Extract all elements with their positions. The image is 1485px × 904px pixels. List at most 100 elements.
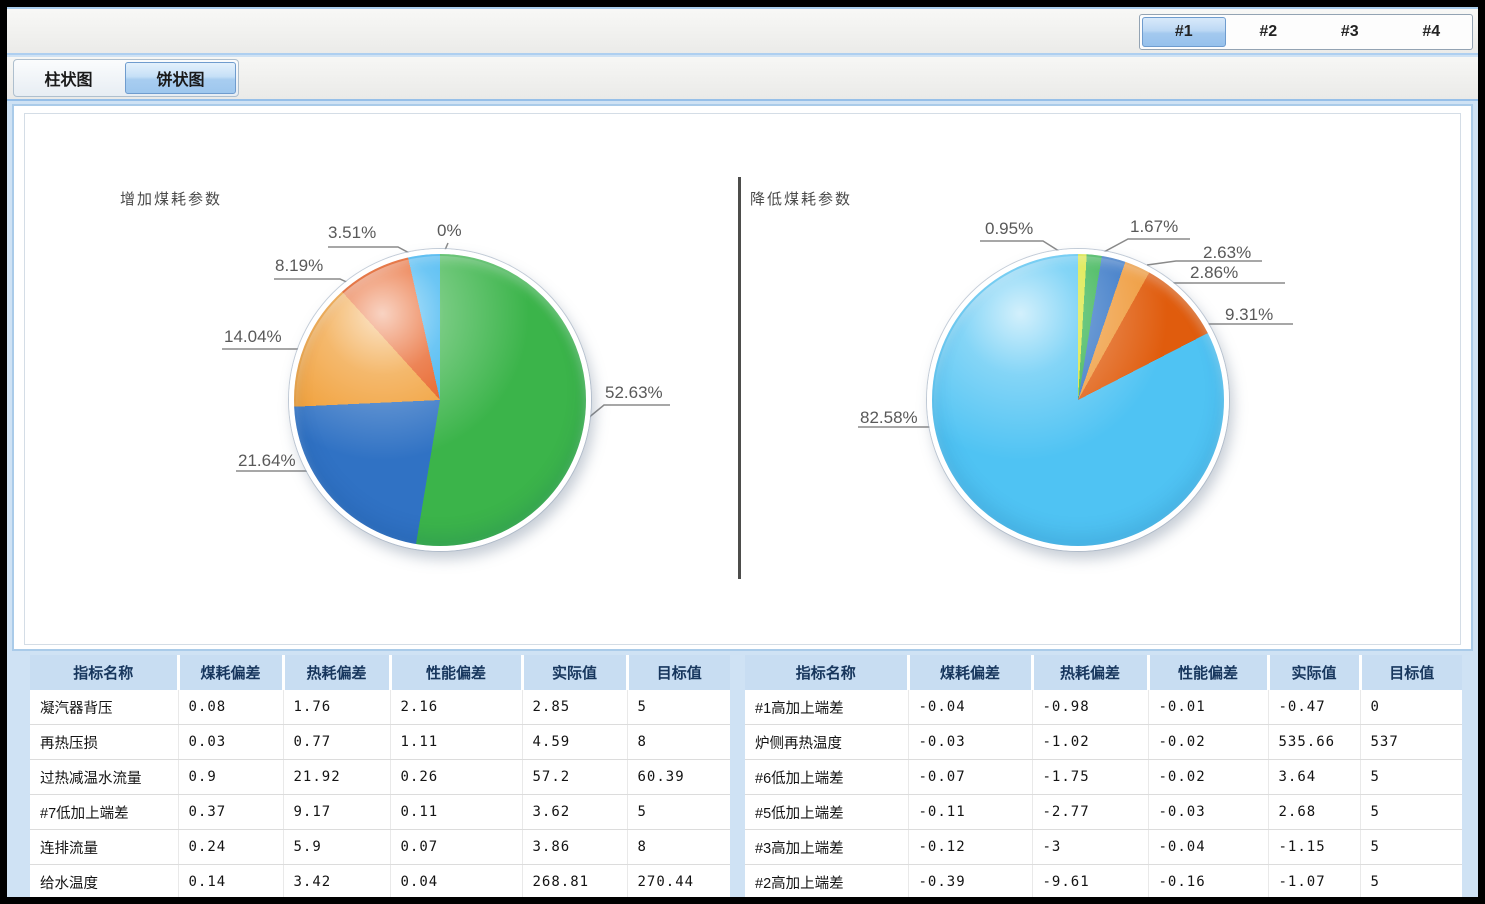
value-cell: 0.26 xyxy=(390,759,523,795)
value-cell: 0.9 xyxy=(178,759,284,795)
pie-slice-label: 8.19% xyxy=(275,256,324,275)
value-cell: -0.11 xyxy=(908,794,1033,830)
value-cell: -0.04 xyxy=(908,690,1033,725)
value-cell: -1.02 xyxy=(1032,724,1149,760)
value-cell: -2.77 xyxy=(1032,794,1149,830)
chart-divider xyxy=(738,177,741,579)
column-header: 目标值 xyxy=(627,655,730,690)
indicator-name-cell: 凝汽器背压 xyxy=(30,690,179,725)
table-row: 连排流量 0.24 5.9 0.07 3.86 8 xyxy=(30,829,730,865)
pie-slice-label: 14.04% xyxy=(224,327,282,346)
tab-unit-4[interactable]: #4 xyxy=(1422,23,1441,40)
value-cell: 0.08 xyxy=(178,690,284,725)
tab-unit-2[interactable]: #2 xyxy=(1259,23,1278,40)
view-tab-group: 柱状图 饼状图 xyxy=(13,59,239,97)
value-cell: 0.37 xyxy=(178,794,284,830)
top-bar: #1 #2 #3 #4 xyxy=(7,7,1478,55)
value-cell: -1.07 xyxy=(1268,864,1361,900)
value-cell: 57.2 xyxy=(522,759,628,795)
value-cell: -0.02 xyxy=(1148,724,1269,760)
table-header-row: 指标名称 煤耗偏差 热耗偏差 性能偏差 实际值 目标值 xyxy=(30,655,730,690)
value-cell: 2.85 xyxy=(522,690,628,725)
pie-slice-label: 9.31% xyxy=(1225,305,1274,324)
value-cell: 5 xyxy=(627,690,730,725)
chart-title-decrease: 降低煤耗参数 xyxy=(750,191,853,208)
value-cell: 3.62 xyxy=(522,794,628,830)
value-cell: 0.11 xyxy=(390,794,523,830)
value-cell: 8 xyxy=(627,724,730,760)
value-cell: 3.86 xyxy=(522,829,628,865)
table-increase-coal: 指标名称 煤耗偏差 热耗偏差 性能偏差 实际值 目标值 凝汽器背压 0.08 1.76 2.16… xyxy=(30,655,730,900)
column-header: 指标名称 xyxy=(30,655,180,690)
value-cell: -0.01 xyxy=(1148,690,1269,725)
tab-unit-3[interactable]: #3 xyxy=(1340,23,1359,40)
pie-slice-label: 0.95% xyxy=(985,219,1034,238)
column-header: 实际值 xyxy=(522,655,629,690)
indicator-name-cell: #3高加上端差 xyxy=(745,829,909,865)
table-row: 过热减温水流量 0.9 21.92 0.26 57.2 60.39 xyxy=(30,759,730,795)
table-decrease-coal: 指标名称 煤耗偏差 热耗偏差 性能偏差 实际值 目标值 #1高加上端差 -0.04 -0.98… xyxy=(745,655,1462,900)
tab-pie-chart[interactable]: 饼状图 xyxy=(125,62,236,94)
pie-slice-label: 3.51% xyxy=(328,223,377,242)
value-cell: -0.04 xyxy=(1148,829,1269,865)
value-cell: 268.81 xyxy=(522,864,628,900)
unit-tab-group: #1 #2 #3 #4 xyxy=(1139,14,1473,50)
pie-slice-label: 52.63% xyxy=(605,383,663,402)
tab-unit-1[interactable]: #1 xyxy=(1142,17,1226,47)
indicator-name-cell: #1高加上端差 xyxy=(745,690,909,725)
value-cell: 5 xyxy=(1360,794,1462,830)
indicator-name-cell: 过热减温水流量 xyxy=(30,759,179,795)
value-cell: 21.92 xyxy=(283,759,391,795)
indicator-name-cell: 连排流量 xyxy=(30,829,179,865)
value-cell: 535.66 xyxy=(1268,724,1361,760)
value-cell: 3.42 xyxy=(283,864,391,900)
indicator-name-cell: 给水温度 xyxy=(30,864,179,900)
value-cell: -3 xyxy=(1032,829,1149,865)
column-header: 指标名称 xyxy=(745,655,910,690)
column-header: 目标值 xyxy=(1360,655,1462,690)
value-cell: -0.39 xyxy=(908,864,1033,900)
pie-chart-increase-coal[interactable] xyxy=(289,249,591,551)
table-row: #2高加上端差 -0.39 -9.61 -0.16 -1.07 5 xyxy=(745,864,1462,900)
table-row: 给水温度 0.14 3.42 0.04 268.81 270.44 xyxy=(30,864,730,900)
pie-chart-decrease-coal[interactable] xyxy=(927,249,1229,551)
value-cell: -0.07 xyxy=(908,759,1033,795)
value-cell: 5.9 xyxy=(283,829,391,865)
value-cell: 0.07 xyxy=(390,829,523,865)
indicator-name-cell: #5低加上端差 xyxy=(745,794,909,830)
tab-bar-chart[interactable]: 柱状图 xyxy=(44,72,93,89)
value-cell: 5 xyxy=(1360,759,1462,795)
pie-slice-label: 2.63% xyxy=(1203,243,1252,262)
pie-slice-label: 82.58% xyxy=(860,408,918,427)
value-cell: -0.98 xyxy=(1032,690,1149,725)
table-row: 炉侧再热温度 -0.03 -1.02 -0.02 535.66 537 xyxy=(745,724,1462,760)
indicator-name-cell: 再热压损 xyxy=(30,724,179,760)
column-header: 煤耗偏差 xyxy=(178,655,285,690)
value-cell: 5 xyxy=(1360,829,1462,865)
pie-slice-label: 0% xyxy=(437,221,462,240)
value-cell: 1.76 xyxy=(283,690,391,725)
value-cell: -1.75 xyxy=(1032,759,1149,795)
value-cell: 0.24 xyxy=(178,829,284,865)
column-header: 性能偏差 xyxy=(1148,655,1270,690)
indicator-name-cell: #6低加上端差 xyxy=(745,759,909,795)
value-cell: -1.15 xyxy=(1268,829,1361,865)
value-cell: -9.61 xyxy=(1032,864,1149,900)
value-cell: 1.11 xyxy=(390,724,523,760)
column-header: 性能偏差 xyxy=(390,655,524,690)
value-cell: 0.04 xyxy=(390,864,523,900)
value-cell: -0.03 xyxy=(1148,794,1269,830)
indicator-name-cell: #2高加上端差 xyxy=(745,864,909,900)
column-header: 煤耗偏差 xyxy=(908,655,1034,690)
value-cell: 0.14 xyxy=(178,864,284,900)
value-cell: 9.17 xyxy=(283,794,391,830)
pie-slice-label: 21.64% xyxy=(238,451,296,470)
value-cell: 2.16 xyxy=(390,690,523,725)
indicator-name-cell: 炉侧再热温度 xyxy=(745,724,909,760)
value-cell: 3.64 xyxy=(1268,759,1361,795)
value-cell: 0.03 xyxy=(178,724,284,760)
value-cell: 5 xyxy=(627,794,730,830)
chart-canvas xyxy=(24,113,1461,645)
chart-type-bar: 柱状图 饼状图 xyxy=(7,57,1478,101)
column-header: 热耗偏差 xyxy=(283,655,392,690)
